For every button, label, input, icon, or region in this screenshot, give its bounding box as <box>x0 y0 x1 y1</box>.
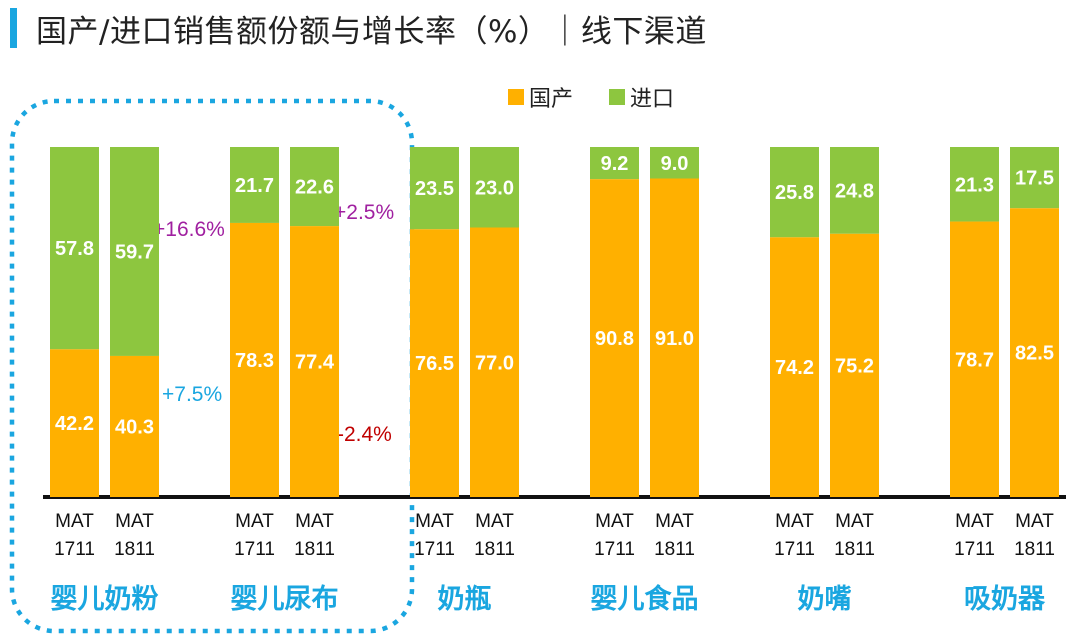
bar-import-baby-food-1711 <box>590 147 639 180</box>
bar-import-baby-food-1811 <box>650 147 699 179</box>
bar-domestic-diapers-1811 <box>290 226 339 497</box>
value-label-domestic-pacifiers-1811: 75.2 <box>835 355 874 377</box>
period-label-bottles-1711-line1: MAT <box>415 511 454 532</box>
title-accent-bar <box>10 8 17 48</box>
legend-label-import: 进口 <box>630 87 674 112</box>
period-label-diapers-1811-line2: 1811 <box>294 539 335 560</box>
period-label-milk-powder-1711-line1: MAT <box>55 511 94 532</box>
bar-import-milk-powder-1811 <box>110 147 159 356</box>
bar-import-pacifiers-1811 <box>830 147 879 234</box>
bar-domestic-bottles-1811 <box>470 227 519 497</box>
bar-import-bottles-1811 <box>470 147 519 228</box>
value-label-import-milk-powder-1811: 59.7 <box>115 241 154 263</box>
value-label-import-pacifiers-1811: 24.8 <box>835 180 874 202</box>
value-label-domestic-milk-powder-1711: 42.2 <box>55 413 94 435</box>
category-label-pacifiers: 奶嘴 <box>798 584 852 615</box>
category-label-baby-food: 婴儿食品 <box>591 583 699 615</box>
value-label-domestic-diapers-1811: 77.4 <box>295 352 335 374</box>
value-label-import-diapers-1711: 21.7 <box>235 175 274 197</box>
period-label-breast-pumps-1811-line2: 1811 <box>1014 539 1055 560</box>
category-label-bottles: 奶瓶 <box>438 584 492 615</box>
value-label-import-baby-food-1811: 9.0 <box>661 153 689 175</box>
period-label-breast-pumps-1811-line1: MAT <box>1015 511 1054 532</box>
value-label-import-diapers-1811: 22.6 <box>295 177 334 199</box>
growth-import-milk-powder: +16.6% <box>153 218 225 241</box>
period-label-baby-food-1711-line1: MAT <box>595 511 634 532</box>
value-label-import-breast-pumps-1711: 21.3 <box>955 174 994 196</box>
period-label-milk-powder-1811-line1: MAT <box>115 511 154 532</box>
period-label-baby-food-1711-line2: 1711 <box>594 539 635 560</box>
value-label-import-baby-food-1711: 9.2 <box>601 153 629 175</box>
period-label-diapers-1711-line1: MAT <box>235 511 274 532</box>
legend-label-domestic: 国产 <box>529 87 573 112</box>
value-label-import-bottles-1711: 23.5 <box>415 178 454 200</box>
value-label-import-breast-pumps-1811: 17.5 <box>1015 168 1054 190</box>
legend: 国产 进口 <box>508 87 674 112</box>
bar-import-diapers-1711 <box>230 147 279 223</box>
period-label-breast-pumps-1711-line1: MAT <box>955 511 994 532</box>
value-label-domestic-bottles-1811: 77.0 <box>475 352 514 374</box>
bars-layer: 57.8 42.2 MAT 1711 59.7 40.3 MAT 1811 婴儿奶粉 21.7 78… <box>50 147 1059 615</box>
period-label-pacifiers-1811-line2: 1811 <box>834 539 875 560</box>
category-label-diapers: 婴儿尿布 <box>231 584 339 615</box>
value-label-domestic-breast-pumps-1711: 78.7 <box>955 349 994 371</box>
bar-domestic-bottles-1711 <box>410 229 459 497</box>
bar-import-bottles-1711 <box>410 147 459 230</box>
period-label-bottles-1811-line1: MAT <box>475 511 514 532</box>
bar-import-breast-pumps-1811 <box>1010 147 1059 209</box>
legend-swatch-domestic <box>508 89 524 105</box>
bar-import-pacifiers-1711 <box>770 147 819 238</box>
value-label-import-bottles-1811: 23.0 <box>475 177 514 199</box>
bar-import-diapers-1811 <box>290 147 339 227</box>
value-label-domestic-pacifiers-1711: 74.2 <box>775 357 814 379</box>
period-label-baby-food-1811-line2: 1811 <box>654 539 695 560</box>
period-label-milk-powder-1811-line2: 1811 <box>114 539 155 560</box>
period-label-pacifiers-1711-line1: MAT <box>775 511 814 532</box>
bar-domestic-breast-pumps-1711 <box>950 221 999 498</box>
chart-title: 国产/进口销售额份额与增长率（%）｜线下渠道 <box>36 14 707 50</box>
period-label-baby-food-1811-line1: MAT <box>655 511 694 532</box>
bar-domestic-pacifiers-1811 <box>830 233 879 498</box>
growth-domestic-milk-powder: +7.5% <box>162 383 222 406</box>
value-label-domestic-milk-powder-1811: 40.3 <box>115 416 154 438</box>
period-label-milk-powder-1711-line2: 1711 <box>54 539 95 560</box>
period-label-bottles-1711-line2: 1711 <box>414 539 455 560</box>
category-label-milk-powder: 婴儿奶粉 <box>51 584 159 615</box>
growth-domestic-diapers: -2.4% <box>337 423 392 446</box>
bar-domestic-diapers-1711 <box>230 222 279 497</box>
period-label-breast-pumps-1711-line2: 1711 <box>954 539 995 560</box>
growth-import-diapers: +2.5% <box>334 201 394 224</box>
bar-domestic-baby-food-1711 <box>590 179 639 497</box>
value-label-domestic-baby-food-1711: 90.8 <box>595 328 634 350</box>
bar-domestic-baby-food-1811 <box>650 178 699 497</box>
value-label-domestic-diapers-1711: 78.3 <box>235 350 274 372</box>
bar-domestic-pacifiers-1711 <box>770 237 819 498</box>
period-label-pacifiers-1711-line2: 1711 <box>774 539 815 560</box>
period-label-bottles-1811-line2: 1811 <box>474 539 515 560</box>
category-label-breast-pumps: 吸奶器 <box>964 584 1046 615</box>
value-label-import-pacifiers-1711: 25.8 <box>775 182 814 204</box>
value-label-domestic-baby-food-1811: 91.0 <box>655 328 694 350</box>
period-label-diapers-1811-line1: MAT <box>295 511 334 532</box>
bar-domestic-breast-pumps-1811 <box>1010 208 1059 497</box>
bar-import-breast-pumps-1711 <box>950 147 999 222</box>
value-label-domestic-breast-pumps-1811: 82.5 <box>1015 343 1054 365</box>
period-label-pacifiers-1811-line1: MAT <box>835 511 874 532</box>
period-label-diapers-1711-line2: 1711 <box>234 539 275 560</box>
bar-domestic-milk-powder-1711 <box>50 349 99 497</box>
bar-import-milk-powder-1711 <box>50 147 99 350</box>
value-label-import-milk-powder-1711: 57.8 <box>55 238 94 260</box>
legend-swatch-import <box>609 89 625 105</box>
bar-domestic-milk-powder-1811 <box>110 355 159 497</box>
value-label-domestic-bottles-1711: 76.5 <box>415 353 454 375</box>
